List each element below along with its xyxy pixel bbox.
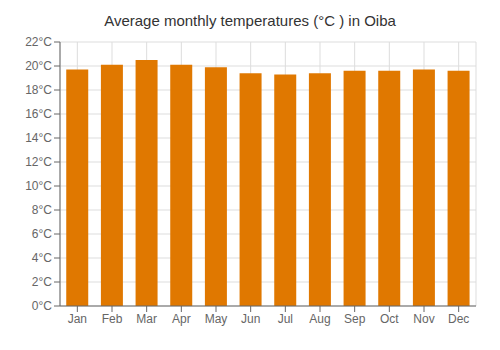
svg-text:14°C: 14°C bbox=[25, 131, 52, 145]
svg-text:8°C: 8°C bbox=[32, 203, 52, 217]
svg-text:16°C: 16°C bbox=[25, 107, 52, 121]
svg-text:Dec: Dec bbox=[448, 312, 469, 326]
svg-text:Jun: Jun bbox=[241, 312, 260, 326]
svg-text:Aug: Aug bbox=[309, 312, 330, 326]
svg-text:22°C: 22°C bbox=[25, 35, 52, 49]
svg-text:20°C: 20°C bbox=[25, 59, 52, 73]
svg-text:12°C: 12°C bbox=[25, 155, 52, 169]
svg-text:Sep: Sep bbox=[344, 312, 366, 326]
svg-text:Oct: Oct bbox=[380, 312, 399, 326]
svg-text:Jul: Jul bbox=[278, 312, 293, 326]
svg-text:2°C: 2°C bbox=[32, 275, 52, 289]
svg-text:10°C: 10°C bbox=[25, 179, 52, 193]
svg-text:0°C: 0°C bbox=[32, 299, 52, 313]
svg-text:Apr: Apr bbox=[172, 312, 191, 326]
svg-text:Feb: Feb bbox=[102, 312, 123, 326]
svg-text:Nov: Nov bbox=[413, 312, 434, 326]
svg-text:May: May bbox=[205, 312, 228, 326]
html-text:Average monthly temperatures (: Average monthly temperatures (°C ) in Oi… bbox=[104, 12, 396, 29]
svg-text:Mar: Mar bbox=[136, 312, 157, 326]
svg-text:6°C: 6°C bbox=[32, 227, 52, 241]
svg-text:Jan: Jan bbox=[68, 312, 87, 326]
svg-text:18°C: 18°C bbox=[25, 83, 52, 97]
svg-text:4°C: 4°C bbox=[32, 251, 52, 265]
